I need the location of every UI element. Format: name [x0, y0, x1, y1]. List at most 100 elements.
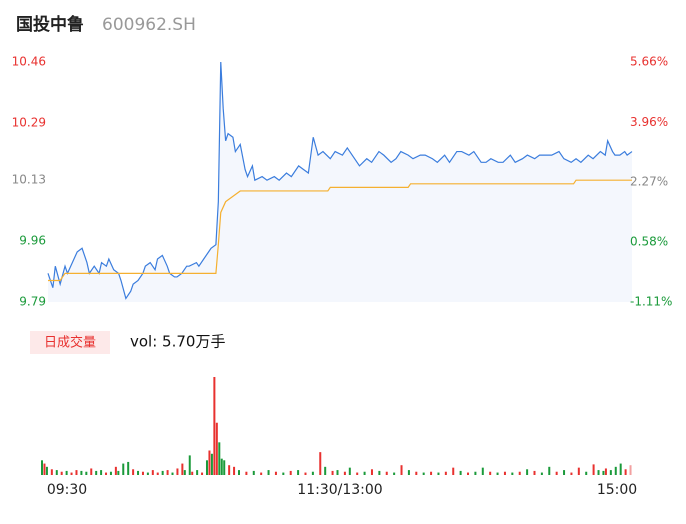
- volume-bar: [218, 442, 221, 475]
- volume-bar: [437, 472, 440, 475]
- x-tick-label: 15:00: [597, 482, 637, 498]
- x-tick-label: 09:30: [47, 482, 87, 498]
- volume-bar: [274, 471, 277, 475]
- volume-bar: [220, 458, 223, 475]
- volume-bar: [452, 467, 455, 475]
- volume-bar: [563, 470, 566, 475]
- volume-bar: [629, 465, 632, 475]
- volume-bar: [289, 470, 292, 475]
- volume-bar: [95, 470, 98, 475]
- volume-bar: [577, 467, 580, 475]
- volume-bar: [511, 472, 514, 475]
- volume-bar: [228, 465, 231, 475]
- price-line: [47, 61, 633, 300]
- y2-tick-label: 3.96%: [630, 115, 668, 129]
- volume-bar: [181, 463, 184, 475]
- volume-bar: [474, 471, 477, 475]
- volume-bar: [336, 470, 339, 475]
- volume-bar: [282, 472, 285, 475]
- volume-bar: [297, 470, 300, 475]
- volume-bar: [619, 463, 622, 475]
- volume-bar: [597, 470, 600, 475]
- price-area: [48, 62, 632, 302]
- volume-bar: [378, 470, 381, 475]
- volume-bar: [548, 466, 551, 475]
- volume-bar: [215, 422, 218, 475]
- volume-bar: [201, 472, 204, 475]
- volume-bar: [496, 472, 499, 475]
- volume-bar: [585, 471, 588, 475]
- volume-bar: [208, 450, 211, 475]
- volume-bar: [526, 469, 529, 475]
- volume-bar: [467, 472, 470, 475]
- volume-bar: [127, 461, 130, 475]
- volume-bar: [55, 470, 58, 475]
- y2-tick-label: 2.27%: [630, 175, 668, 189]
- volume-bar: [151, 470, 154, 475]
- volume-bar: [304, 472, 307, 475]
- volume-bar: [117, 470, 120, 475]
- volume-bar: [213, 377, 216, 475]
- volume-bar: [319, 452, 322, 475]
- volume-bar: [356, 472, 359, 475]
- volume-bar: [109, 471, 112, 475]
- volume-bar: [518, 471, 521, 475]
- y-tick-label: 9.96: [19, 234, 46, 248]
- volume-bar: [171, 472, 174, 475]
- volume-bar: [41, 460, 43, 475]
- volume-bar: [75, 470, 78, 475]
- volume-bar: [80, 470, 83, 475]
- volume-bar: [331, 470, 334, 475]
- volume-bar: [141, 471, 144, 475]
- volume-bar: [43, 463, 46, 475]
- volume-bar: [393, 472, 396, 475]
- volume-bar: [156, 472, 159, 475]
- volume-bar: [533, 470, 536, 475]
- volume-text: vol: 5.70万手: [130, 333, 225, 351]
- average-line: [48, 179, 632, 282]
- volume-bar: [45, 466, 48, 475]
- volume-bar: [604, 468, 607, 475]
- volume-bar: [459, 470, 462, 475]
- volume-bar: [407, 470, 410, 475]
- volume-bar: [348, 467, 351, 475]
- volume-bar: [245, 471, 248, 475]
- volume-bar: [188, 455, 191, 475]
- volume-bar: [602, 470, 605, 475]
- volume-bar: [260, 472, 263, 475]
- volume-bar: [422, 472, 425, 475]
- volume-bar: [363, 471, 366, 475]
- y2-tick-label: 0.58%: [630, 235, 668, 249]
- chart-title: 国投中鲁: [16, 14, 84, 35]
- volume-bar: [137, 470, 140, 475]
- volume-bar: [614, 466, 617, 475]
- volume-bar: [570, 472, 573, 475]
- volume-bar: [191, 471, 194, 475]
- volume-bar: [311, 471, 314, 475]
- volume-bar: [196, 470, 199, 475]
- volume-bar: [166, 470, 169, 475]
- volume-bar: [592, 464, 595, 475]
- volume-bar: [85, 471, 88, 475]
- volume-bar: [210, 453, 213, 475]
- volume-bar: [555, 471, 558, 475]
- y-tick-label: 10.13: [12, 173, 46, 187]
- volume-bar: [65, 470, 68, 475]
- volume-bar: [430, 471, 433, 475]
- volume-bar: [370, 469, 373, 475]
- volume-bar: [238, 470, 240, 475]
- volume-bar: [176, 468, 179, 475]
- volume-bar: [161, 470, 164, 475]
- volume-bar: [385, 471, 388, 475]
- volume-bar: [60, 471, 63, 475]
- volume-bar: [540, 472, 543, 475]
- volume-bar: [122, 463, 125, 475]
- volume-bar: [624, 469, 627, 475]
- volume-bar: [489, 471, 492, 475]
- y2-tick-label: 5.66%: [630, 55, 668, 69]
- volume-bar: [70, 472, 73, 475]
- volume-bar: [205, 460, 208, 475]
- volume-label-box: [30, 331, 110, 354]
- volume-bar: [267, 470, 270, 475]
